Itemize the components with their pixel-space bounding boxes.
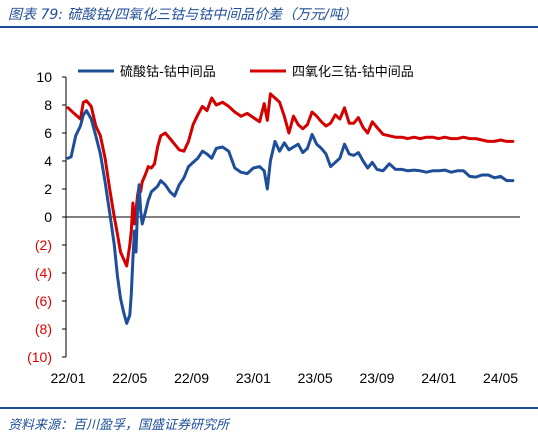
title-rule (0, 26, 538, 28)
x-tick-label: 22/09 (174, 370, 209, 386)
legend-label-1: 四氧化三钴-钴中间品 (292, 65, 414, 80)
y-tick-label: (6) (35, 293, 52, 309)
y-tick-label: 8 (44, 97, 52, 113)
x-tick-label: 22/05 (112, 370, 147, 386)
figure-source: 资料来源：百川盈孚，国盛证券研究所 (8, 418, 230, 433)
x-tick-label: 23/09 (359, 370, 394, 386)
x-tick-label: 24/05 (483, 370, 518, 386)
y-tick-label: 6 (44, 125, 52, 141)
y-tick-label: 10 (36, 69, 52, 85)
series-layer (66, 92, 515, 325)
y-tick-label: 0 (44, 209, 52, 225)
legend-label-0: 硫酸钴-钴中间品 (120, 65, 216, 80)
x-tick-label: 23/01 (236, 370, 271, 386)
y-tick-label: (4) (35, 265, 52, 281)
y-tick-label: (10) (27, 349, 52, 365)
y-tick-label: 4 (44, 153, 52, 169)
y-tick-label: (8) (35, 321, 52, 337)
chart-legend: 硫酸钴-钴中间品 四氧化三钴-钴中间品 (78, 65, 414, 80)
source-rule (0, 407, 538, 409)
y-tick-label: (2) (35, 237, 52, 253)
y-tick-label: 2 (44, 181, 52, 197)
figure-title: 图表 79: 硫酸钴/四氧化三钴与钴中间品价差（万元/吨） (8, 7, 357, 23)
chart-axes: 10 8 6 4 2 0 (2) (4) (6) (8) (10) 22/01 22/05 22/09 23… (27, 69, 520, 386)
series-line-0 (66, 109, 515, 325)
x-tick-label: 22/01 (50, 370, 85, 386)
series-line-1 (66, 92, 515, 268)
x-tick-label: 23/05 (298, 370, 333, 386)
x-tick-label: 24/01 (421, 370, 456, 386)
